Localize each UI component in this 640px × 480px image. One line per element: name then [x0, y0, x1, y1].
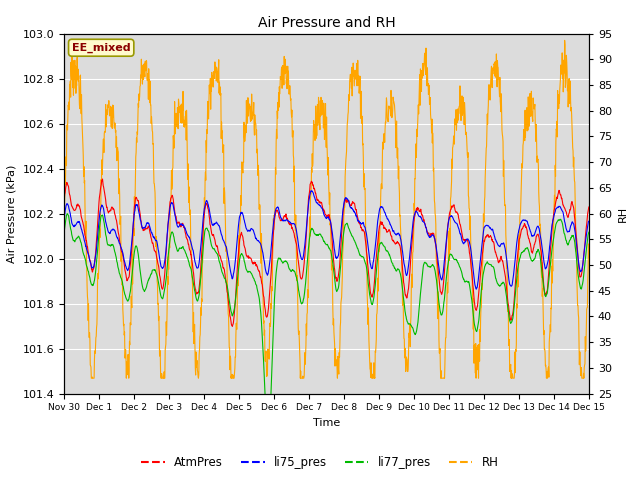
Text: EE_mixed: EE_mixed: [72, 43, 131, 53]
Legend: AtmPres, li75_pres, li77_pres, RH: AtmPres, li75_pres, li77_pres, RH: [136, 452, 504, 474]
Y-axis label: RH: RH: [618, 205, 627, 222]
Y-axis label: Air Pressure (kPa): Air Pressure (kPa): [7, 165, 17, 263]
X-axis label: Time: Time: [313, 418, 340, 428]
Title: Air Pressure and RH: Air Pressure and RH: [257, 16, 396, 30]
